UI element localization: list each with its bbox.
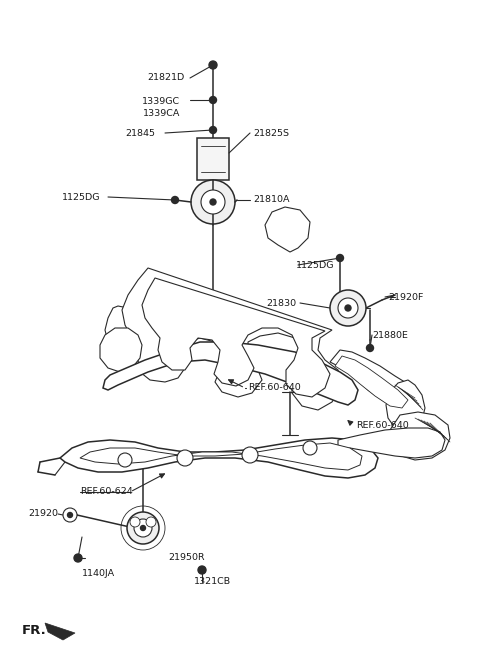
Text: REF.60-624: REF.60-624 <box>80 487 133 496</box>
Text: 21821D: 21821D <box>148 73 185 83</box>
Polygon shape <box>122 268 342 410</box>
Circle shape <box>338 298 358 318</box>
Circle shape <box>330 290 366 326</box>
Circle shape <box>141 525 145 531</box>
Polygon shape <box>388 412 450 460</box>
Text: 1125DG: 1125DG <box>61 193 100 202</box>
Text: 21845: 21845 <box>125 128 155 138</box>
Text: 21920F: 21920F <box>388 293 423 301</box>
Circle shape <box>201 190 225 214</box>
Text: REF.60-640: REF.60-640 <box>356 421 409 430</box>
Circle shape <box>209 61 217 69</box>
Circle shape <box>127 512 159 544</box>
Circle shape <box>177 450 193 466</box>
Polygon shape <box>142 278 330 397</box>
Circle shape <box>130 517 140 527</box>
Circle shape <box>336 255 344 261</box>
Polygon shape <box>105 306 148 355</box>
Circle shape <box>303 441 317 455</box>
Circle shape <box>209 126 216 134</box>
Text: 1125DG: 1125DG <box>296 261 335 269</box>
Polygon shape <box>80 443 362 470</box>
Circle shape <box>210 199 216 205</box>
Polygon shape <box>103 342 358 405</box>
Polygon shape <box>100 328 142 372</box>
Text: 21950R: 21950R <box>168 553 204 563</box>
Circle shape <box>68 512 72 517</box>
Text: 21810A: 21810A <box>253 195 289 204</box>
Circle shape <box>209 96 216 103</box>
Circle shape <box>191 180 235 224</box>
Polygon shape <box>45 623 75 640</box>
Polygon shape <box>197 138 229 180</box>
Text: REF.60-640: REF.60-640 <box>248 383 301 392</box>
Circle shape <box>198 566 206 574</box>
Circle shape <box>74 554 82 562</box>
Polygon shape <box>330 350 420 412</box>
Text: 21880E: 21880E <box>372 331 408 339</box>
Polygon shape <box>338 428 445 458</box>
Circle shape <box>63 508 77 522</box>
Polygon shape <box>265 207 310 252</box>
Text: 21825S: 21825S <box>253 128 289 138</box>
Circle shape <box>134 519 152 537</box>
Text: 21920: 21920 <box>28 510 58 519</box>
Circle shape <box>171 196 179 204</box>
Circle shape <box>146 517 156 527</box>
Circle shape <box>345 305 351 311</box>
Circle shape <box>118 453 132 467</box>
Text: 1140JA: 1140JA <box>82 569 115 578</box>
Text: 1339GC: 1339GC <box>142 96 180 105</box>
Text: 21830: 21830 <box>266 299 296 307</box>
Polygon shape <box>60 438 378 478</box>
Text: 1339CA: 1339CA <box>143 109 180 117</box>
Circle shape <box>242 447 258 463</box>
Circle shape <box>367 345 373 352</box>
Polygon shape <box>386 380 425 432</box>
Polygon shape <box>335 356 408 408</box>
Text: FR.: FR. <box>22 624 47 637</box>
Text: 1321CB: 1321CB <box>194 578 231 586</box>
